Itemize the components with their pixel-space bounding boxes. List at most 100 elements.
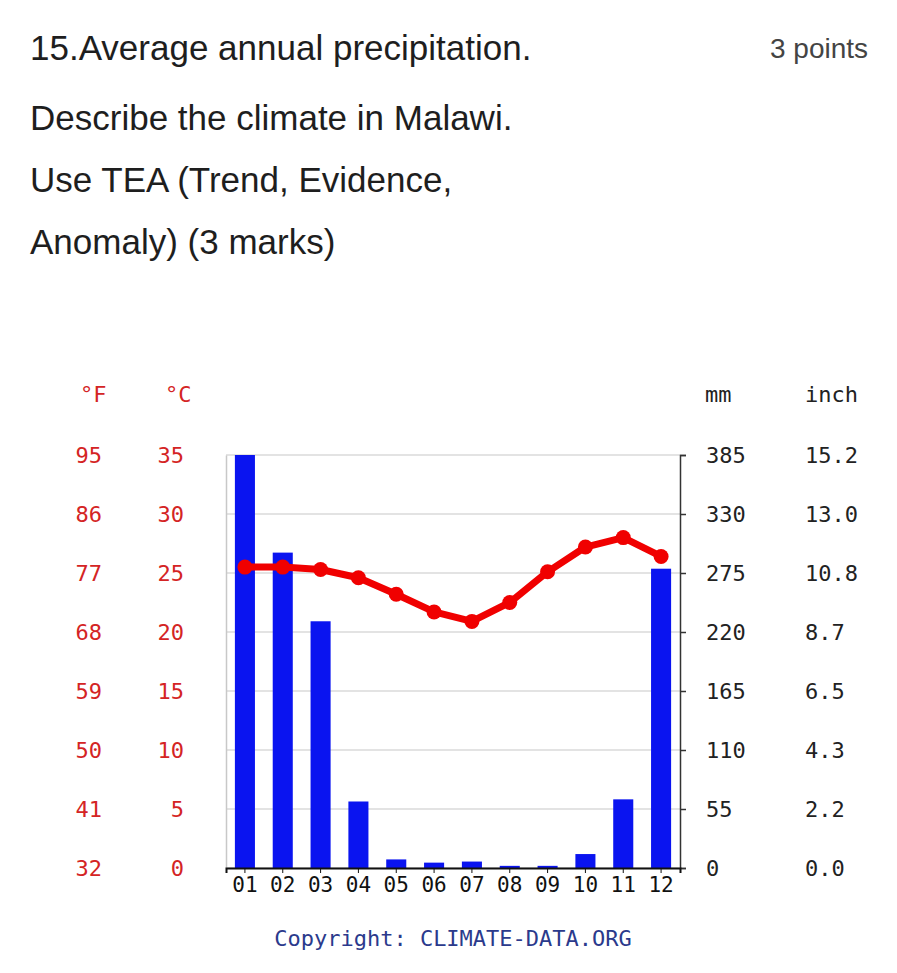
tick: 4.3 — [680, 738, 845, 763]
tick: 330 — [680, 502, 746, 527]
tick: 110 — [680, 738, 746, 763]
bar — [235, 455, 255, 868]
grid-line — [226, 572, 680, 573]
tick: 68 — [76, 620, 227, 645]
bar — [273, 553, 293, 868]
tick-label: 385 — [706, 443, 746, 468]
tick-label: 59 — [76, 679, 103, 704]
bar — [575, 854, 595, 868]
bar — [651, 569, 671, 868]
tick-label: 13.0 — [805, 502, 858, 527]
tick-label: 15.2 — [805, 443, 858, 468]
tick: 20 — [158, 620, 227, 645]
tick: 07 — [459, 868, 484, 897]
tick-label: 50 — [76, 738, 103, 763]
points: 3 points — [770, 33, 868, 64]
tick-mark — [680, 632, 686, 634]
tick: 59 — [76, 679, 227, 704]
marker — [464, 614, 479, 629]
axis-title: °F — [80, 382, 107, 407]
tick: 8.7 — [680, 620, 845, 645]
tick-label: 35 — [158, 443, 185, 468]
tick: 04 — [346, 868, 371, 897]
tick-label: 6.5 — [805, 679, 845, 704]
tick: 6.5 — [680, 679, 845, 704]
grid-line — [226, 808, 680, 809]
tick-label: 4.3 — [805, 738, 845, 763]
tick: 12 — [648, 868, 673, 897]
tick: 2.2 — [680, 797, 845, 822]
tick: 0.0 — [680, 856, 845, 881]
tick-mark — [680, 750, 686, 752]
tick: 08 — [497, 868, 522, 897]
tick-label: 10 — [573, 873, 598, 897]
tick: 30 — [158, 502, 227, 527]
question-line: Use TEA (Trend, Evidence, — [30, 160, 452, 199]
caption: Copyright: CLIMATE-DATA.ORG — [274, 926, 632, 951]
tick-mark — [680, 573, 686, 575]
question-line: Describe the climate in Malawi. — [30, 98, 512, 137]
tick: 275 — [680, 561, 746, 586]
tick-label: 2.2 — [805, 797, 845, 822]
tick: 05 — [384, 868, 409, 897]
bar — [613, 799, 633, 868]
y2-alt-axis: 0.0 2.2 4.3 6.5 8.7 10.8 13.0 15.2 — [680, 443, 858, 881]
grid-line — [226, 690, 680, 691]
tick-label: 68 — [76, 620, 103, 645]
tick-label: 110 — [706, 738, 746, 763]
tick: 15.2 — [680, 443, 858, 468]
grid-line — [226, 513, 680, 514]
tick: 0 — [680, 856, 719, 881]
tick-label: 30 — [158, 502, 185, 527]
axis-title: °C — [165, 382, 192, 407]
y2-axis: 055110165220275330385 — [680, 443, 746, 881]
tick-label: 11 — [611, 873, 636, 897]
marker — [540, 564, 555, 579]
tick: 32 — [76, 856, 227, 881]
tick: 06 — [421, 868, 446, 897]
tick-mark — [680, 514, 686, 516]
marker — [427, 604, 442, 619]
marker — [237, 560, 252, 575]
tick-label: 275 — [706, 561, 746, 586]
tick-label: 0.0 — [805, 856, 845, 881]
tick: 25 — [158, 561, 227, 586]
tick: 95 — [76, 443, 227, 468]
tick-mark — [680, 809, 686, 811]
marker — [313, 562, 328, 577]
marker — [578, 540, 593, 555]
tick-label: 95 — [76, 443, 103, 468]
plot-area — [235, 455, 671, 868]
tick-label: 41 — [76, 797, 103, 822]
tick-label: 05 — [384, 873, 409, 897]
x-axis: 010203040506070809101112 — [227, 868, 681, 897]
marker — [351, 570, 366, 585]
marker — [275, 560, 290, 575]
tick-label: 15 — [158, 679, 185, 704]
y-alt-axis: 3241505968778695 — [76, 443, 227, 881]
tick-label: 55 — [706, 797, 733, 822]
tick: 385 — [680, 443, 746, 468]
marker — [616, 530, 631, 545]
bar — [386, 859, 406, 868]
page: 15.Average annual precipitation.3 points… — [0, 0, 897, 973]
tick-label: 25 — [158, 561, 185, 586]
grid-line — [226, 631, 680, 632]
tick-label: 07 — [459, 873, 484, 897]
tick-label: 77 — [76, 561, 103, 586]
tick-label: 165 — [706, 679, 746, 704]
tick: 11 — [611, 868, 636, 897]
tick: 10 — [573, 868, 598, 897]
tick: 10.8 — [680, 561, 858, 586]
tick-label: 02 — [270, 873, 295, 897]
tick-label: 5 — [171, 797, 184, 822]
tick-label: 10 — [158, 738, 185, 763]
tick-mark — [680, 455, 686, 457]
tick: 03 — [308, 868, 333, 897]
line — [245, 538, 661, 622]
bar — [348, 801, 368, 868]
tick-label: 0 — [171, 856, 184, 881]
tick-label: 32 — [76, 856, 103, 881]
bar — [462, 862, 482, 868]
question-line: Anomaly) (3 marks) — [30, 222, 335, 261]
